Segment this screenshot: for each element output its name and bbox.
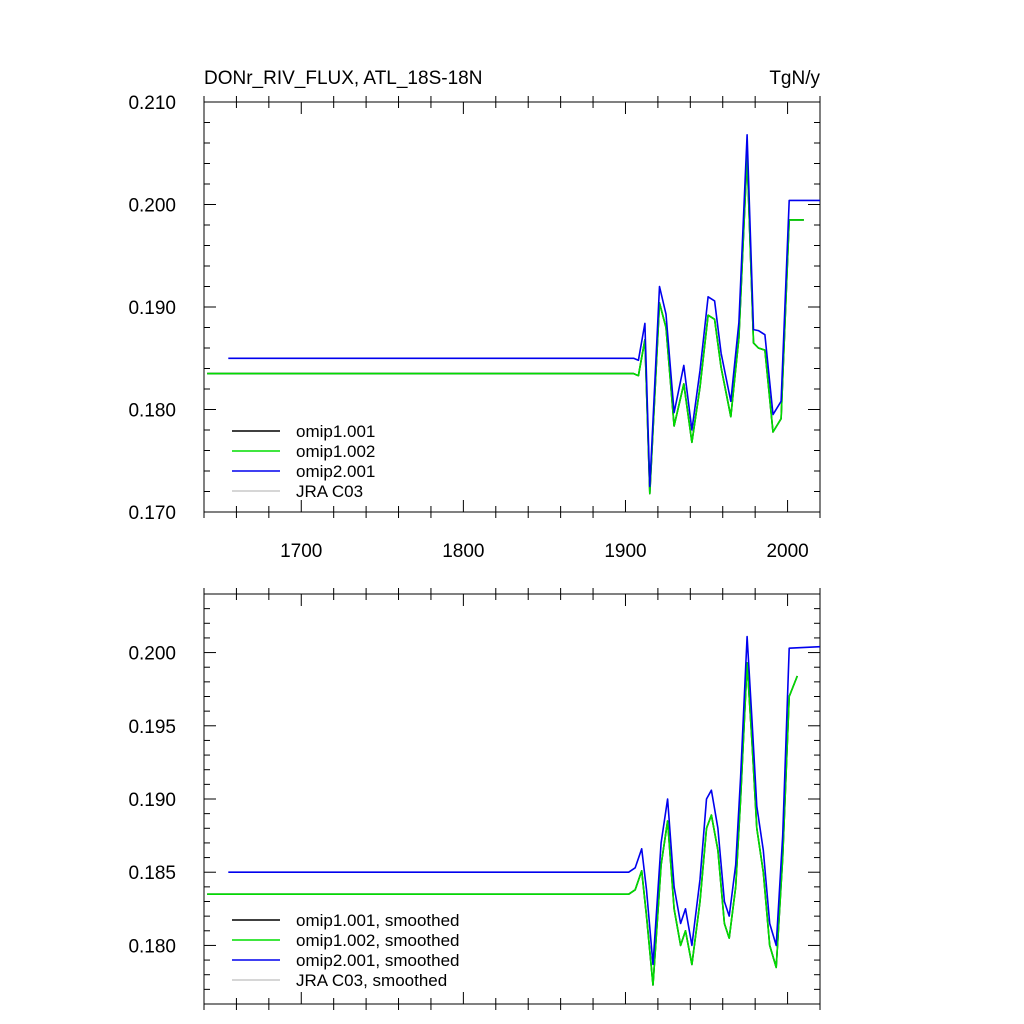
y-tick-label: 0.185: [128, 863, 176, 884]
chart-panel-1: 0.170 0.180 0.190 0.200 0.210 1700 1800 1900 200…: [128, 93, 821, 562]
legend-label: JRA C03, smoothed: [296, 971, 447, 990]
x-tick-label: 1700: [280, 541, 322, 562]
x-tick-label: 2000: [766, 541, 808, 562]
x-tick-label: 1800: [442, 541, 484, 562]
series-line-omip2-001-smoothed: [228, 635, 820, 966]
y-tick-label: 0.200: [128, 644, 176, 665]
y-tick-label: 0.200: [128, 196, 176, 217]
chart-units: TgN/y: [769, 68, 820, 89]
legend-label: omip2.001: [296, 462, 375, 481]
y-tick-label: 0.210: [128, 93, 176, 114]
y-tick-label: 0.195: [128, 717, 176, 738]
y-tick-label: 0.170: [128, 503, 176, 524]
y-tick-label: 0.190: [128, 298, 176, 319]
chart-panel-2: 0.180 0.185 0.190 0.195 0.200 omip1.001, smoo…: [128, 588, 821, 1010]
x-tick-label: 1900: [604, 541, 646, 562]
legend-label: omip1.002: [296, 442, 375, 461]
y-tick-label: 0.190: [128, 790, 176, 811]
legend-label: omip1.002, smoothed: [296, 931, 460, 950]
legend-label: omip1.001, smoothed: [296, 911, 460, 930]
series-line-omip2-001: [228, 134, 820, 488]
legend-label: JRA C03: [296, 482, 363, 501]
legend-label: omip2.001, smoothed: [296, 951, 460, 970]
legend-label: omip1.001: [296, 422, 375, 441]
y-tick-label: 0.180: [128, 936, 176, 957]
chart-title: DONr_RIV_FLUX, ATL_18S-18N: [204, 68, 482, 89]
series-line-omip1-002-smoothed: [207, 661, 799, 986]
y-tick-label: 0.180: [128, 401, 176, 422]
